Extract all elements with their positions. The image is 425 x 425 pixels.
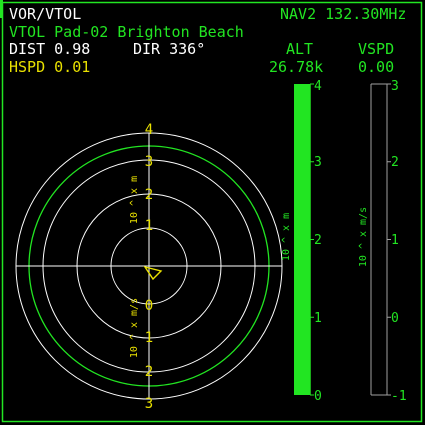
radar-rings	[15, 132, 283, 400]
vspd-tick-1: 1	[391, 233, 399, 248]
alt-tick-3: 3	[314, 155, 322, 170]
alt-title: ALT	[286, 40, 314, 58]
alt-tick-2: 2	[314, 233, 322, 248]
alt-tick-1: 1	[314, 311, 322, 326]
lower-tick-0: 0	[145, 298, 153, 314]
upper-tick-1: 1	[145, 218, 153, 234]
vspd-tick-minus-1: -1	[391, 389, 407, 404]
nav-frequency-label: NAV2 132.30MHz	[280, 5, 407, 23]
mode-label: VOR/VTOL	[9, 5, 82, 23]
vspd-tick-2: 2	[391, 155, 399, 170]
direction-label: DIR 336°	[133, 40, 206, 58]
vspd-gauge-ticks	[387, 83, 391, 396]
alt-tick-0: 0	[314, 389, 322, 404]
upper-tick-3: 3	[145, 154, 153, 170]
vspd-title: VSPD	[358, 40, 395, 58]
radar-distance-unit: 10 ^ x m	[129, 176, 140, 224]
upper-tick-2: 2	[145, 187, 153, 203]
vspd-tick-0: 0	[391, 311, 399, 326]
vspd-value: 0.00	[358, 58, 395, 76]
distance-label: DIST 0.98	[9, 40, 91, 58]
lower-tick-2: 2	[145, 364, 153, 380]
alt-gauge-unit: 10 ^ x m	[281, 213, 292, 261]
horizontal-speed-label: HSPD 0.01	[9, 58, 91, 76]
upper-tick-4: 4	[145, 122, 153, 138]
heading-arrow-icon	[143, 265, 163, 281]
alt-tick-4: 4	[314, 79, 322, 94]
alt-gauge-fill	[294, 84, 310, 395]
lower-tick-3: 3	[145, 396, 153, 412]
radar-speed-unit: 10 ^ x m/s	[129, 298, 140, 358]
target-label: VTOL Pad-02 Brighton Beach	[9, 23, 244, 41]
lower-tick-1: 1	[145, 330, 153, 346]
alt-gauge-ticks	[310, 83, 314, 396]
vspd-gauge-unit: 10 ^ x m/s	[358, 207, 369, 267]
vspd-tick-3: 3	[391, 79, 399, 94]
alt-value: 26.78k	[269, 58, 324, 76]
